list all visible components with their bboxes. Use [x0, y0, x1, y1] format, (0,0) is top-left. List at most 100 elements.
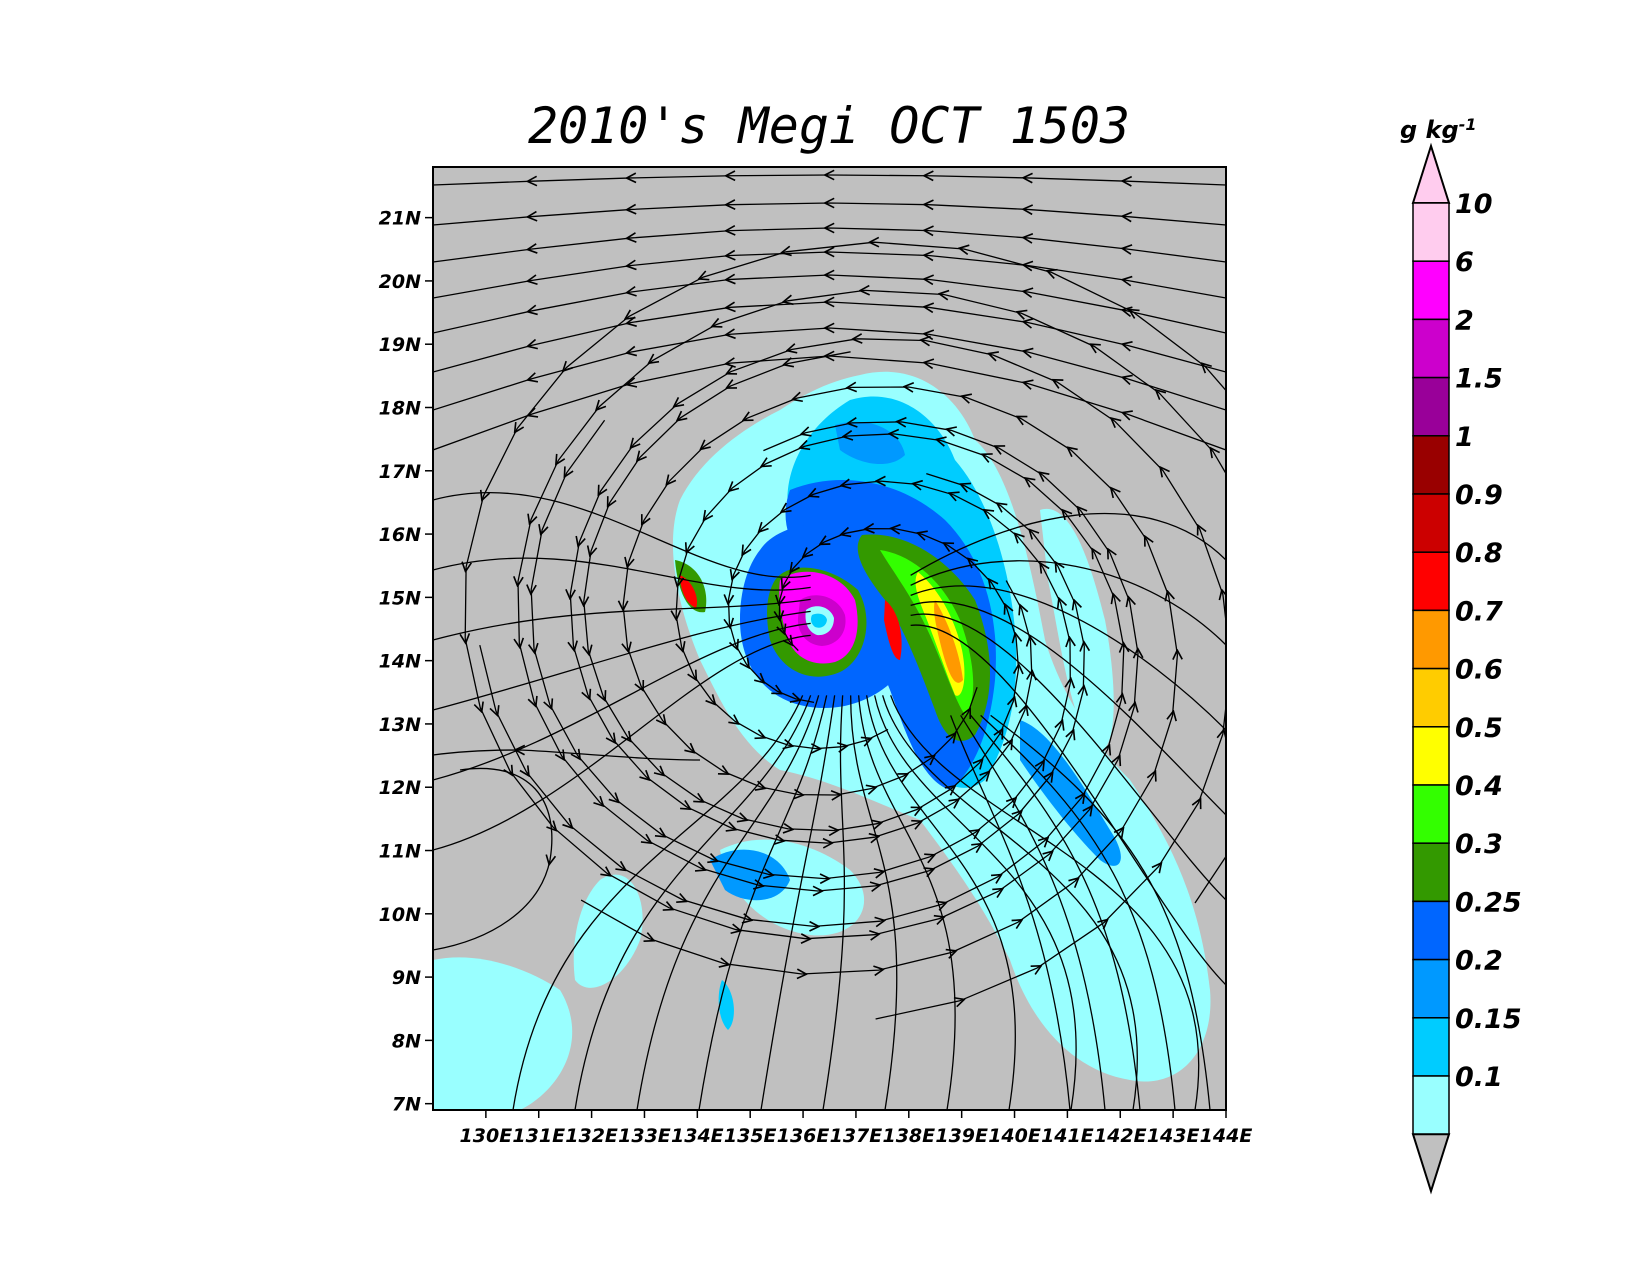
colorbar-tick-label: 0.25: [1455, 887, 1522, 918]
lat-tick-label: 15N: [379, 587, 421, 609]
streamline: [433, 598, 811, 641]
streamline: [882, 695, 1138, 1110]
lat-tick-label: 9N: [392, 967, 421, 989]
streamline: [822, 695, 846, 1110]
colorbar-tick-label: 0.5: [1455, 713, 1503, 744]
streamline: [960, 714, 1106, 1110]
colorbar-swatch: [1412, 318, 1450, 379]
streamline: [849, 695, 898, 1110]
southwest-band: [433, 957, 573, 1110]
map-panel: 130E 131E 132E 133E 134E 135E 136E 137E 138E 139E…: [379, 166, 1253, 1147]
longitude-axis: 130E 131E 132E 133E 134E 135E 136E 137E 138E 139E…: [460, 1110, 1253, 1147]
streamline: [950, 715, 1071, 1110]
streamline: [433, 622, 811, 781]
colorbar-swatch: [1412, 842, 1450, 903]
chart-title: 2010's Megi OCT 1503: [528, 97, 1130, 155]
lat-tick-label: 12N: [379, 777, 421, 799]
streamline: [874, 695, 1077, 1110]
colorbar-bottom-triangle: [1411, 1133, 1451, 1195]
lat-tick-label: 14N: [379, 651, 421, 673]
lat-tick-label: 17N: [379, 461, 421, 483]
colorbar: g kg-1 10 6 2 1.5 1 0.9 0.8 0.7 0.6 0.5 0.4 0.3 0.25…: [1400, 115, 1522, 1195]
colorbar-tick-label: 0.8: [1455, 538, 1503, 569]
colorbar-swatch: [1412, 1075, 1450, 1135]
colorbar-swatch: [1412, 900, 1450, 961]
streamline: [910, 585, 1226, 731]
colorbar-tick-label: 6: [1455, 247, 1474, 278]
colorbar-swatch: [1412, 376, 1450, 437]
lon-tick-label: 144E: [1200, 1125, 1253, 1147]
colorbar-swatch: [1412, 1017, 1450, 1077]
colorbar-tick-label: 0.3: [1455, 829, 1503, 860]
streamline: [910, 624, 1226, 986]
streamline: [433, 175, 1226, 185]
streamline: [433, 767, 552, 951]
colorbar-swatch: [1412, 726, 1450, 786]
streamline: [890, 695, 1200, 1110]
colorbar-swatch: [1412, 493, 1450, 553]
streamline: [760, 695, 836, 1110]
streamline: [433, 750, 701, 761]
lon-tick-label: 130E: [460, 1125, 513, 1147]
lat-tick-label: 21N: [379, 208, 421, 230]
colorbar-swatch: [1412, 609, 1450, 670]
streamline: [990, 714, 1211, 1110]
lat-tick-label: 20N: [379, 271, 421, 293]
colorbar-tick-label: 1.5: [1455, 364, 1503, 395]
colorbar-tick-label: 0.4: [1455, 771, 1503, 802]
streamline: [512, 695, 804, 1110]
streamline: [433, 557, 811, 591]
colorbar-swatch: [1412, 667, 1450, 728]
lat-tick-label: 13N: [379, 714, 421, 736]
colorbar-tick-label: 0.6: [1455, 655, 1503, 686]
colorbar-tick-label: 0.15: [1455, 1004, 1522, 1035]
lat-tick-label: 18N: [379, 397, 421, 419]
streamline: [465, 242, 1226, 939]
streamline: [574, 695, 812, 1110]
lat-tick-label: 8N: [392, 1030, 421, 1052]
lon-tick-label: 132E: [565, 1125, 618, 1147]
colorbar-swatch: [1412, 551, 1450, 612]
lon-tick-label: 143E: [1147, 1125, 1200, 1147]
streamline: [698, 695, 828, 1110]
colorbar-tick-label: 0.2: [1455, 946, 1503, 977]
colorbar-unit: g kg-1: [1400, 115, 1476, 144]
colorbar-top-triangle: [1411, 142, 1451, 204]
lat-tick-label: 11N: [379, 841, 421, 863]
streamline: [910, 560, 1226, 646]
lon-tick-label: 141E: [1041, 1125, 1094, 1147]
colorbar-tick-label: 10: [1455, 189, 1493, 220]
streamline: [866, 695, 1016, 1110]
lon-tick-label: 135E: [724, 1125, 777, 1147]
streamline: [433, 610, 811, 711]
streamline: [910, 512, 1226, 576]
latitude-axis: 21N 20N 19N 18N 17N 16N 15N 14N 13N 12N 11N 10N 9N 8N…: [379, 208, 433, 1116]
lon-tick-label: 136E: [777, 1125, 830, 1147]
streamline: [433, 491, 811, 578]
lat-tick-label: 10N: [379, 904, 421, 926]
streamline: [433, 634, 811, 851]
lon-tick-label: 139E: [935, 1125, 988, 1147]
colorbar-swatch: [1412, 260, 1450, 321]
lon-tick-label: 131E: [512, 1125, 565, 1147]
lon-tick-label: 138E: [882, 1125, 935, 1147]
streamline: [910, 613, 1226, 901]
colorbar-tick-label: 0.9: [1455, 480, 1503, 511]
streamline: [910, 601, 1226, 816]
colorbar-tick-label: 0.7: [1455, 596, 1503, 627]
colorbar-swatch: [1412, 958, 1450, 1019]
streamline: [980, 714, 1176, 1110]
lon-tick-label: 142E: [1094, 1125, 1147, 1147]
streamline: [636, 695, 820, 1110]
lon-tick-label: 140E: [988, 1125, 1041, 1147]
colorbar-swatch: [1412, 784, 1450, 844]
streamline: [433, 203, 1226, 226]
colorbar-tick-label: 1: [1455, 422, 1474, 453]
colorbar-swatch: [1412, 435, 1450, 495]
streamlines: [433, 175, 1226, 1110]
lat-tick-label: 7N: [392, 1094, 421, 1116]
streamline: [857, 695, 956, 1110]
streamline: [970, 714, 1141, 1110]
lat-tick-label: 19N: [379, 334, 421, 356]
lat-tick-label: 16N: [379, 524, 421, 546]
